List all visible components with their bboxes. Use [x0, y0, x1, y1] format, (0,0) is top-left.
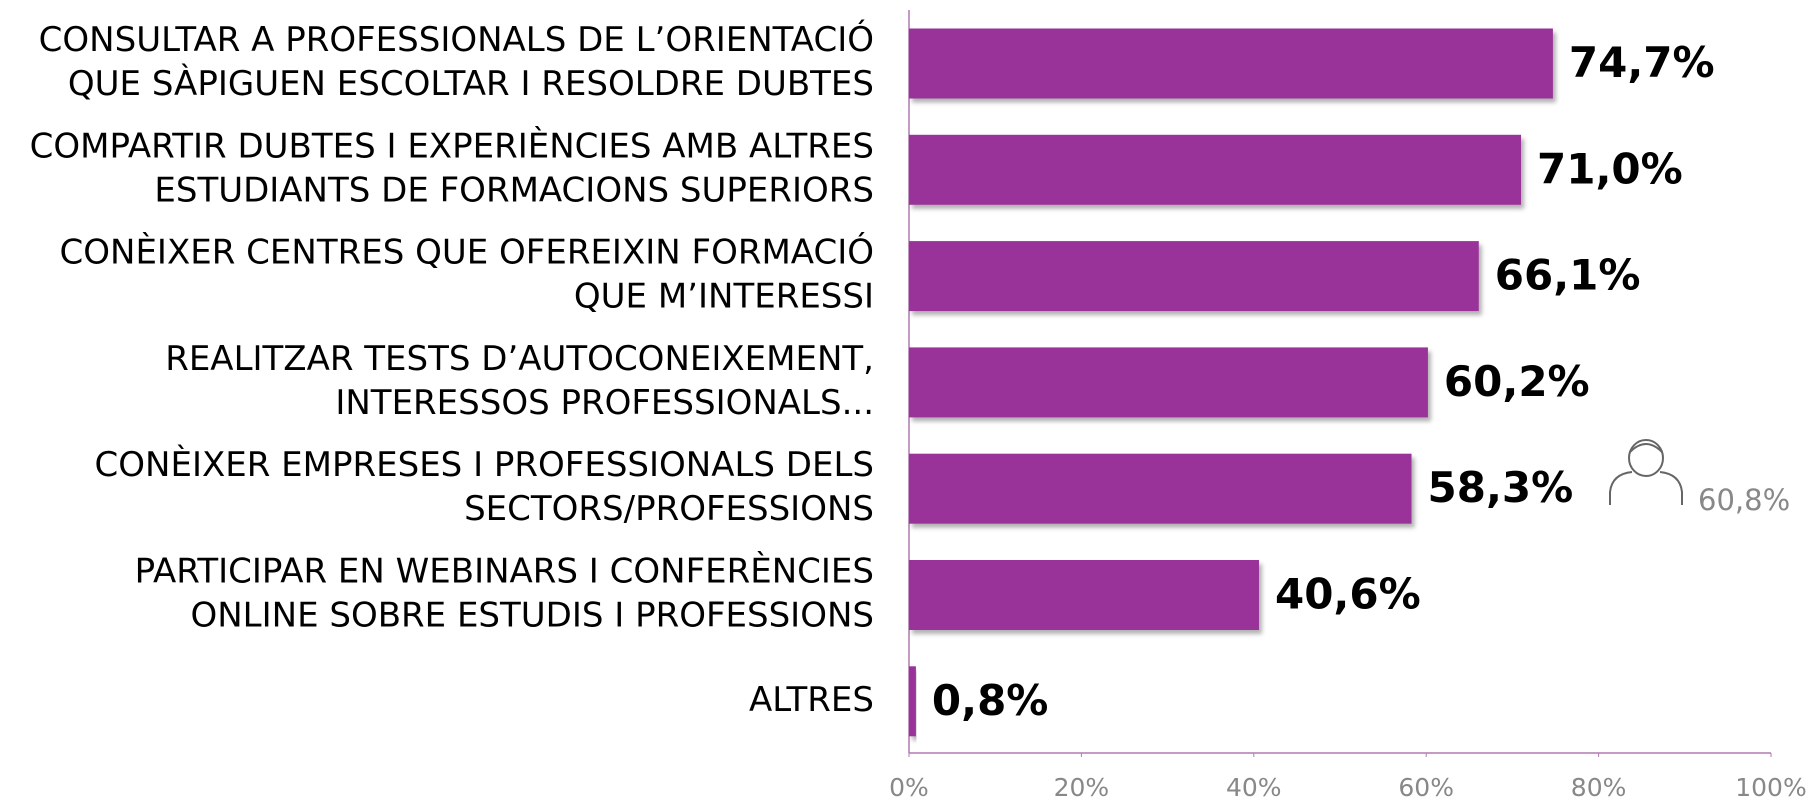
value-label: 74,7% [1569, 38, 1715, 87]
category-label: PARTICIPAR EN WEBINARS I CONFERÈNCIES [135, 551, 874, 592]
category-label: SECTORS/PROFESSIONS [464, 489, 874, 529]
value-label: 71,0% [1537, 144, 1683, 193]
bar [909, 134, 1522, 205]
category-label: ESTUDIANTS DE FORMACIONS SUPERIORS [154, 170, 874, 210]
category-label: ONLINE SOBRE ESTUDIS I PROFESSIONS [190, 596, 874, 636]
category-label: REALITZAR TESTS D’AUTOCONEIXEMENT, [165, 339, 874, 379]
category-label: ALTRES [749, 680, 874, 720]
category-label: CONSULTAR A PROFESSIONALS DE L’ORIENTACI… [39, 19, 874, 60]
x-tick-label: 20% [1054, 773, 1110, 798]
category-label: COMPARTIR DUBTES I EXPERIÈNCIES AMB ALTR… [30, 125, 874, 166]
bar [909, 28, 1553, 99]
category-label: QUE M’INTERESSI [574, 277, 874, 317]
value-label: 0,8% [932, 676, 1048, 725]
x-tick-label: 80% [1571, 773, 1627, 798]
value-label: 60,2% [1444, 357, 1590, 406]
x-tick-label: 40% [1226, 773, 1282, 798]
bar [909, 241, 1479, 312]
bar [909, 347, 1428, 418]
value-label: 40,6% [1275, 570, 1421, 619]
person-icon [1609, 439, 1683, 505]
category-label: CONÈIXER CENTRES QUE OFEREIXIN FORMACIÓ [60, 232, 874, 273]
annotation: 60,8% [1698, 483, 1790, 517]
x-tick-label: 60% [1398, 773, 1454, 798]
category-label: CONÈIXER EMPRESES I PROFESSIONALS DELS [95, 444, 874, 485]
bar [909, 560, 1259, 630]
bar [909, 453, 1412, 524]
value-label: 58,3% [1428, 463, 1574, 512]
value-label: 66,1% [1495, 251, 1641, 300]
category-label: INTERESSOS PROFESSIONALS... [335, 383, 874, 423]
bar [909, 666, 916, 737]
x-tick-label: 0% [889, 773, 929, 798]
category-label: QUE SÀPIGUEN ESCOLTAR I RESOLDRE DUBTES [68, 63, 874, 104]
x-tick-label: 100% [1735, 773, 1806, 798]
